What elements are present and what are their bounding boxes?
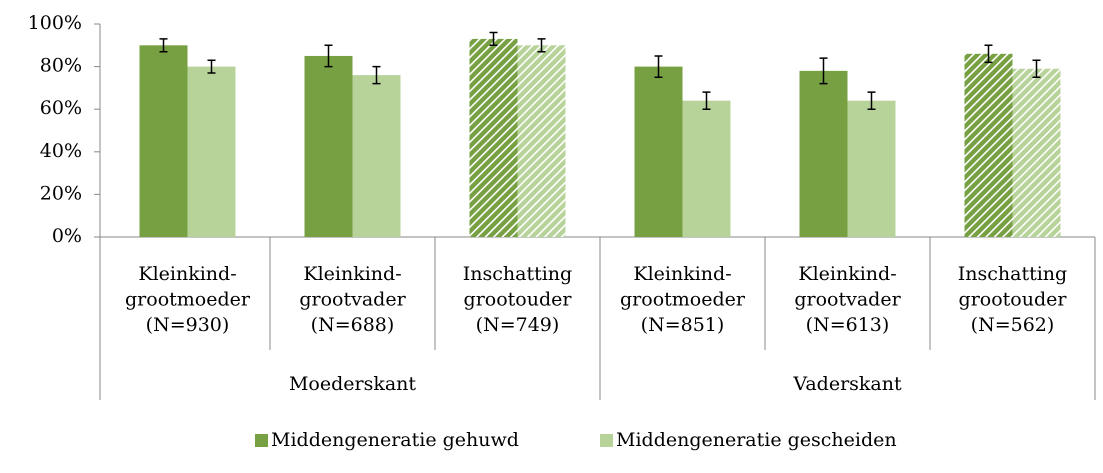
error-bar [537,38,546,53]
legend-label: Middengeneratie gehuwd [271,429,519,451]
bar [304,55,353,238]
error-bar [819,57,828,85]
error-bar [702,91,711,110]
error-bar [159,38,168,53]
y-tick-label: 60% [40,97,82,119]
bar [352,75,401,238]
x-tick-label: Kleinkind- [138,263,236,285]
error-bar [372,65,381,85]
y-tick-label: 40% [40,140,82,162]
group-label: Vaderskant [792,373,902,395]
bar [187,66,236,237]
x-tick-label: Inschatting [958,263,1067,285]
y-tick-label: 100% [28,12,82,34]
legend-label: Middengeneratie gescheiden [616,429,897,451]
bar [1012,68,1061,237]
x-tick-label: Inschatting [463,263,572,285]
bar [847,100,896,238]
x-tick-label: grootmoeder [620,289,746,311]
x-tick-label: (N=613) [806,314,890,336]
bar [682,100,731,238]
x-tick-label: grootouder [959,289,1068,311]
y-tick-label: 0% [52,225,82,247]
error-bar [1032,59,1041,78]
error-bar [984,44,993,64]
x-tick-label: grootouder [464,289,573,311]
x-tick-label: (N=749) [476,314,560,336]
x-tick-label: (N=930) [146,314,230,336]
y-tick-label: 80% [40,55,82,77]
bar [517,45,566,237]
x-tick-label: Kleinkind- [303,263,401,285]
legend-swatch [600,434,613,447]
x-tick-label: Kleinkind- [798,263,896,285]
legend-swatch [255,434,268,447]
x-tick-label: grootvader [299,289,406,311]
error-bar [654,55,663,78]
error-bar [207,59,216,74]
bar [634,66,683,237]
x-tick-label: grootmoeder [125,289,251,311]
bar [964,53,1013,237]
x-tick-label: (N=562) [971,314,1055,336]
y-tick-label: 20% [40,182,82,204]
x-tick-label: (N=688) [311,314,395,336]
x-tick-label: grootvader [794,289,901,311]
x-tick-label: (N=851) [641,314,725,336]
x-tick-label: Kleinkind- [633,263,731,285]
group-label: Moederskant [289,373,416,395]
bar [139,45,188,237]
error-bar [489,31,498,47]
error-bar [324,44,333,68]
bar [469,38,518,237]
bar [799,70,848,237]
error-bar [867,91,876,110]
